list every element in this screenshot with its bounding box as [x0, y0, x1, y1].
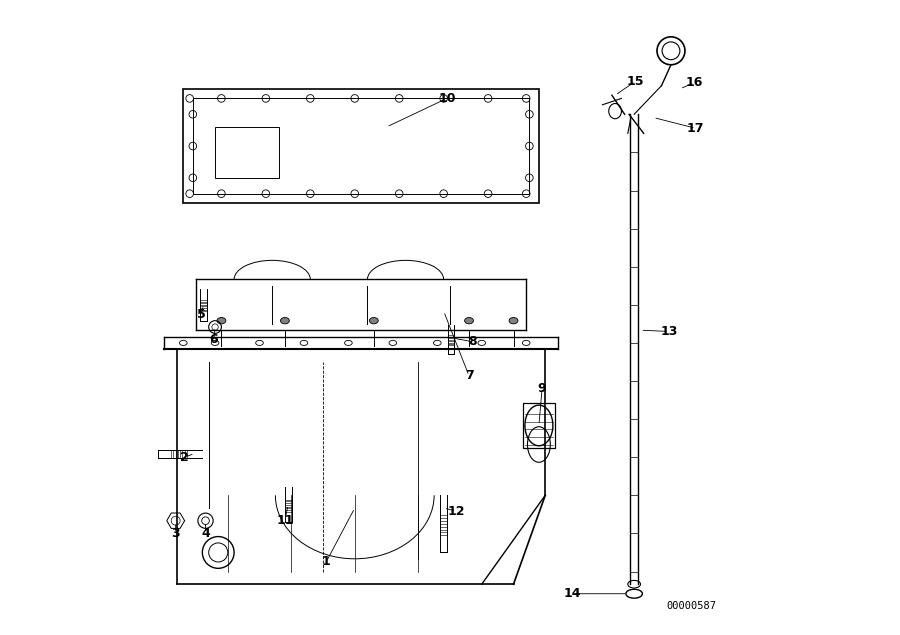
Text: 9: 9 — [538, 382, 546, 395]
Text: 10: 10 — [438, 92, 455, 105]
Bar — [215, 127, 279, 178]
Ellipse shape — [217, 318, 226, 324]
Text: 00000587: 00000587 — [666, 601, 716, 612]
Text: 15: 15 — [626, 75, 644, 88]
Text: 3: 3 — [171, 527, 180, 540]
Text: 2: 2 — [180, 451, 189, 464]
Text: 17: 17 — [687, 122, 705, 135]
Bar — [193, 98, 529, 194]
Ellipse shape — [464, 318, 473, 324]
Text: 14: 14 — [563, 587, 581, 600]
Ellipse shape — [509, 318, 518, 324]
Text: 1: 1 — [322, 556, 330, 568]
Text: 7: 7 — [464, 370, 473, 382]
Text: 11: 11 — [276, 514, 293, 527]
Text: 13: 13 — [661, 325, 678, 338]
Bar — [184, 89, 539, 203]
Text: 12: 12 — [447, 505, 465, 518]
Text: 16: 16 — [686, 76, 703, 89]
Text: 5: 5 — [197, 308, 205, 321]
Ellipse shape — [369, 318, 378, 324]
Bar — [523, 403, 554, 448]
Text: 8: 8 — [468, 335, 476, 348]
Text: 4: 4 — [201, 527, 210, 540]
Ellipse shape — [281, 318, 289, 324]
Text: 6: 6 — [210, 333, 218, 346]
